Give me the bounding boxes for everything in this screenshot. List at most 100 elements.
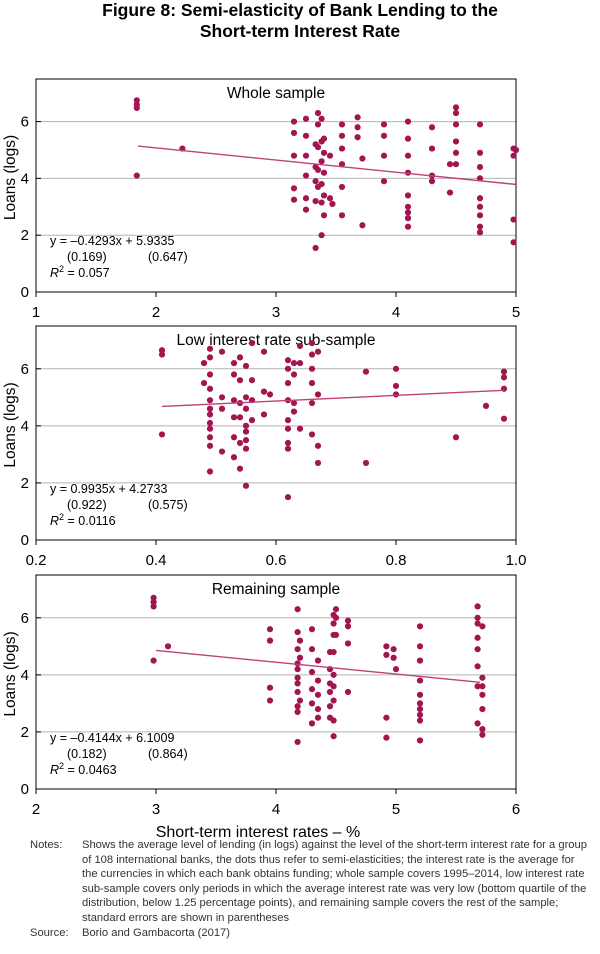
data-point [479,623,486,630]
data-point [266,637,274,644]
data-point [344,688,352,696]
data-point [452,161,460,168]
data-point [248,340,256,347]
data-point [354,134,361,141]
data-point [500,368,508,375]
data-point [308,700,316,707]
data-point [510,239,517,246]
regression-equation: y = –0.4144x + 6.1009 [50,731,174,745]
data-point [452,109,460,117]
x-tick-label: 2 [152,304,160,321]
intercept-standard-error: (0.647) [148,250,188,264]
data-point [308,646,316,653]
slope-standard-error: (0.169) [67,250,107,264]
data-point [344,623,352,630]
data-point [218,394,226,401]
data-point [320,192,328,199]
data-point [290,196,298,203]
data-point [133,97,140,104]
data-point [354,124,361,131]
slope-standard-error: (0.182) [67,747,107,761]
panel-title: Low interest rate sub-sample [176,332,375,349]
panel-title: Remaining sample [212,581,340,598]
data-point [404,118,412,125]
data-point [206,371,214,378]
data-point [294,628,301,636]
data-point [206,434,214,441]
data-point [260,411,268,418]
y-tick-label: 6 [21,361,29,378]
trend-line [155,649,481,684]
data-point [510,152,517,159]
data-point [284,357,292,364]
data-point [338,145,346,152]
data-point [474,620,481,627]
panel-title: Whole sample [227,85,325,102]
data-point [318,115,325,122]
data-point [359,222,366,229]
data-point [362,459,370,467]
data-point [354,114,361,121]
data-point [474,634,481,641]
data-point [404,135,412,142]
data-point [236,439,244,447]
data-point [380,152,388,159]
data-point [338,161,346,168]
data-point [218,348,226,355]
data-point [362,368,370,375]
data-point [416,706,424,713]
data-point [320,212,328,219]
data-point [332,614,340,621]
data-point [474,683,481,690]
data-point [416,737,424,744]
data-point [476,212,484,219]
data-point [330,671,337,678]
data-point [206,425,214,432]
data-point [482,402,490,409]
x-tick-label: 0.2 [26,552,47,569]
data-point [308,686,316,693]
data-point [326,195,334,202]
data-point [318,180,325,188]
x-tick-label: 0.8 [386,552,407,569]
data-point [338,121,346,128]
data-point [206,411,214,418]
data-point [290,399,298,407]
data-point [314,459,322,467]
trend-line [161,389,505,408]
x-tick-label: 1.0 [506,552,527,569]
data-point [326,152,334,159]
data-point [284,494,292,501]
data-point [266,626,274,633]
data-point [302,172,310,179]
data-point [150,657,157,664]
y-tick-label: 2 [21,475,29,492]
data-point [314,144,322,151]
data-point [266,684,274,691]
data-point [314,109,322,117]
data-point [242,428,250,435]
data-point [476,163,484,171]
data-point [474,646,481,653]
data-point [312,244,319,252]
data-point [248,377,256,384]
figure-title: Figure 8: Semi-elasticity of Bank Lendin… [0,0,600,42]
data-point [284,365,292,372]
data-point [404,203,412,210]
data-point [320,135,328,142]
data-point [284,379,292,387]
data-point [290,185,298,192]
data-point [314,657,322,664]
data-point [236,354,244,361]
x-tick-label: 5 [392,801,400,818]
notes-text: Shows the average level of lending (in l… [82,839,587,924]
data-point [390,654,397,661]
data-point [230,414,238,421]
x-tick-label: 0.6 [266,552,287,569]
data-point [318,158,325,165]
data-point [383,714,390,721]
figure-title-line-2: Short-term Interest Rate [199,21,401,41]
data-point [294,666,301,673]
data-point [452,121,460,128]
data-point [392,365,400,372]
